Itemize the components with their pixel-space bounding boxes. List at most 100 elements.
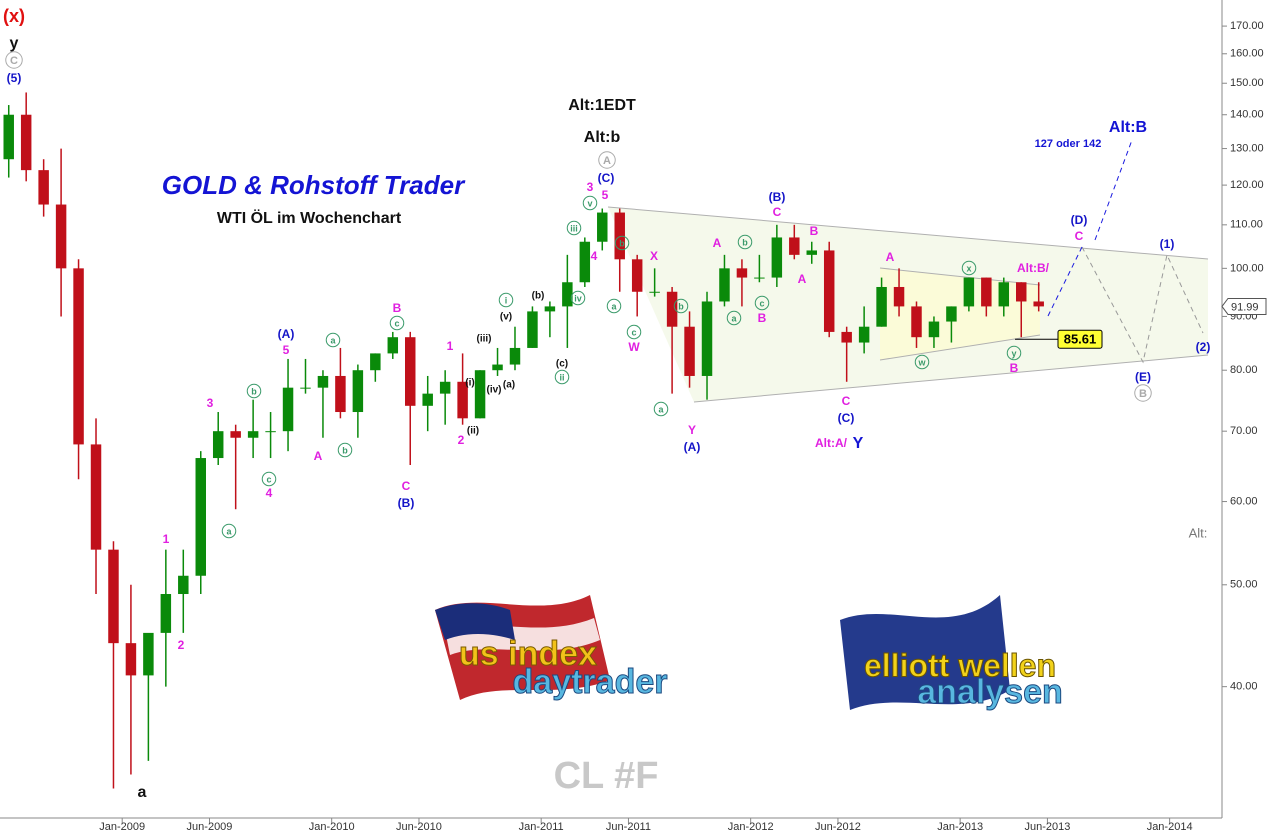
price-label: 91.99 [1231, 301, 1259, 313]
candle-body [195, 458, 206, 576]
wave-label: c [394, 318, 399, 328]
projection-path [1081, 246, 1204, 364]
upper-trendline [607, 206, 1209, 260]
candle-body [928, 321, 940, 338]
logo-us: us index daytrader [435, 595, 668, 701]
x-tick-label: Jun-2012 [815, 821, 861, 833]
wave-label: 2 [178, 638, 185, 652]
wave-label: (2) [1196, 340, 1211, 354]
wave-label: 2 [458, 433, 465, 447]
wave-label: Y [853, 435, 864, 452]
logo-text: us index [459, 635, 597, 673]
wave-label: a [226, 526, 232, 536]
level-label: 85.61 [1064, 332, 1097, 347]
wave-label: 3 [587, 180, 594, 194]
y-tick-label: 140.00 [1230, 109, 1264, 121]
candle-body [212, 431, 224, 459]
wave-circle [5, 51, 23, 69]
wave-label: iv [574, 293, 582, 303]
watermark: CL #F [554, 755, 659, 797]
wave-label: (x) [3, 6, 25, 26]
chart-subtitle: WTI ÖL im Wochenchart [217, 208, 402, 227]
wave-label: c [631, 327, 636, 337]
candle-body [160, 594, 172, 633]
logo-text: daytrader [513, 663, 668, 701]
wave-label: i [505, 295, 508, 305]
y-tick-label: 120.00 [1230, 179, 1264, 191]
y-tick-label: 100.00 [1230, 262, 1264, 274]
wave-label: W [628, 340, 640, 354]
trend-lines [607, 206, 1209, 403]
chart-title: GOLD & Rohstoff Trader [162, 170, 466, 200]
lower-trendline [693, 354, 1209, 403]
wave-label: C [1075, 229, 1084, 243]
wave-label: (B) [398, 496, 415, 510]
wave-circle [737, 234, 753, 250]
candle-body [143, 632, 154, 676]
wave-circle [914, 354, 930, 370]
wave-label: y [1011, 348, 1016, 358]
candle-body [806, 250, 817, 255]
wave-label: a [731, 313, 737, 323]
wave-label: Y [688, 423, 696, 437]
wave-circle [566, 220, 582, 236]
wave-label: 1 [447, 339, 454, 353]
wave-label: A [713, 236, 722, 250]
level-box [1057, 329, 1103, 349]
x-tick-label: Jan-2014 [1147, 821, 1193, 833]
x-tick-label: Jun-2010 [396, 821, 442, 833]
x-tick-label: Jan-2009 [99, 821, 145, 833]
candle-body [963, 277, 975, 307]
candle-body [789, 237, 800, 255]
wave-label: B [1139, 388, 1147, 400]
candle-body [457, 381, 468, 419]
wave-label: b [678, 301, 684, 311]
candle-body [858, 326, 870, 343]
y-tick-label: 110.00 [1230, 219, 1263, 231]
candle-body [282, 387, 294, 432]
wave-circle [726, 310, 742, 326]
candle-body [247, 431, 259, 438]
candle-body [73, 268, 84, 445]
candle-body [335, 375, 346, 413]
projection-label: 127 oder 142 [1035, 138, 1102, 150]
wave-label: (a) [503, 380, 515, 391]
wave-label: (C) [838, 411, 855, 425]
wave-label: y [10, 35, 19, 52]
wave-circle [337, 442, 353, 458]
y-tick-label: 160.00 [1230, 48, 1264, 60]
wave-label: 1 [163, 532, 170, 546]
candle-body [946, 306, 957, 322]
candle-body [230, 431, 241, 438]
wave-label: (E) [1135, 370, 1151, 384]
projection-blue [1047, 246, 1083, 317]
candle-body [841, 331, 852, 343]
wave-circle [626, 324, 642, 340]
wave-label: (A) [278, 327, 295, 341]
y-tick-label: 50.00 [1230, 579, 1258, 591]
wave-label: C [773, 205, 782, 219]
candle-body [684, 326, 695, 376]
side-label: Alt: [1189, 525, 1208, 540]
y-tick-label: 130.00 [1230, 142, 1264, 154]
wave-label: c [759, 298, 764, 308]
wave-label: 4 [266, 486, 273, 500]
wave-label: x [966, 263, 971, 273]
wave-label: (ii) [467, 426, 479, 437]
wave-circle [1134, 384, 1152, 402]
logo-elliott: elliott wellen analysen [840, 595, 1063, 711]
candle-body [178, 575, 189, 595]
candle-body [352, 370, 364, 413]
x-tick-label: Jun-2011 [606, 821, 651, 833]
wave-label: (b) [532, 291, 545, 302]
flag-canton [435, 603, 515, 640]
candle-body [509, 347, 521, 365]
wave-circle [582, 195, 598, 211]
wave-label: (v) [500, 312, 512, 323]
candle-body [492, 364, 503, 371]
inner-upper-line [879, 267, 1041, 286]
wave-label: Alt:B [1109, 119, 1147, 136]
wave-label: b [342, 445, 348, 455]
